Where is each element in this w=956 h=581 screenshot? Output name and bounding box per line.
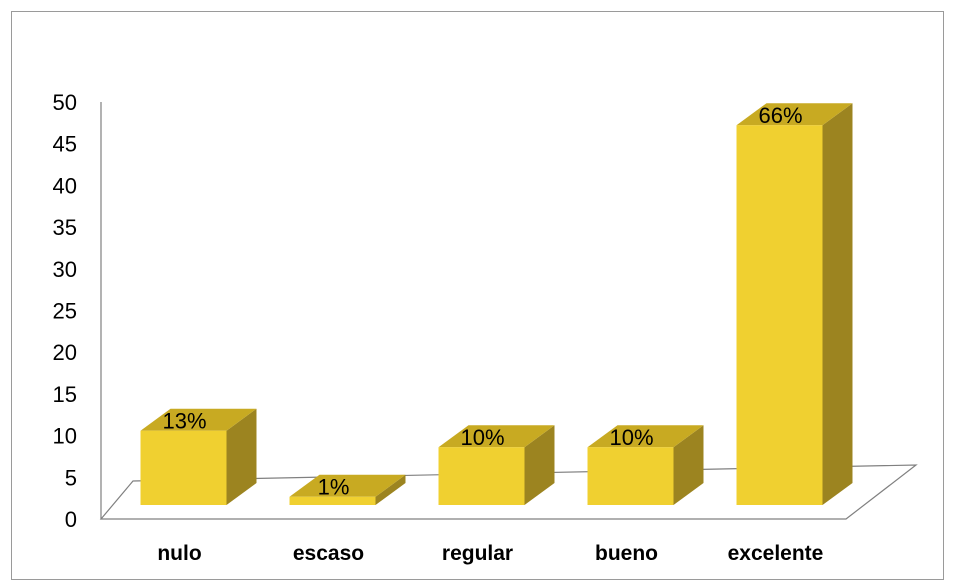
y-tick-label: 35 [53,215,77,240]
bar-side [673,425,704,505]
bar-top [140,408,257,431]
x-tick-label: bueno [595,542,658,565]
y-tick-label: 30 [53,257,77,282]
bar-top [438,425,555,448]
bar-top [587,425,704,448]
y-tick-label: 50 [53,90,77,115]
y-tick-label: 40 [53,173,77,198]
data-label: 66% [758,103,802,128]
x-tick-label: escaso [293,542,364,565]
y-tick-label: 10 [53,424,77,449]
chart-floor [99,464,918,520]
bar [140,430,227,505]
x-tick-label: nulo [157,542,201,565]
data-label: 1% [318,475,350,500]
y-tick-label: 5 [65,465,77,490]
bar [587,447,674,505]
y-tick-label: 0 [65,507,77,532]
y-tick-label: 15 [53,382,77,407]
labels: 0 5 10 15 20 25 30 35 40 45 50 13% nulo 1% escaso 10% re… [53,90,824,565]
bars [140,103,853,505]
axes [99,102,918,520]
bar-side [375,474,406,505]
bar-top [736,103,853,126]
x-tick-label: regular [442,542,513,565]
bar [438,447,525,505]
bar-top [289,474,406,497]
bar [289,496,376,505]
x-tick-label: excelente [728,542,824,565]
data-label: 13% [162,409,206,434]
bar-side [822,103,853,505]
y-tick-label: 20 [53,340,77,365]
y-tick-label: 25 [53,299,77,324]
bar-side [226,408,257,505]
y-tick-label: 45 [53,132,77,157]
bar [736,125,823,505]
data-label: 10% [460,425,504,450]
data-label: 10% [609,425,653,450]
bar-side [524,425,555,505]
